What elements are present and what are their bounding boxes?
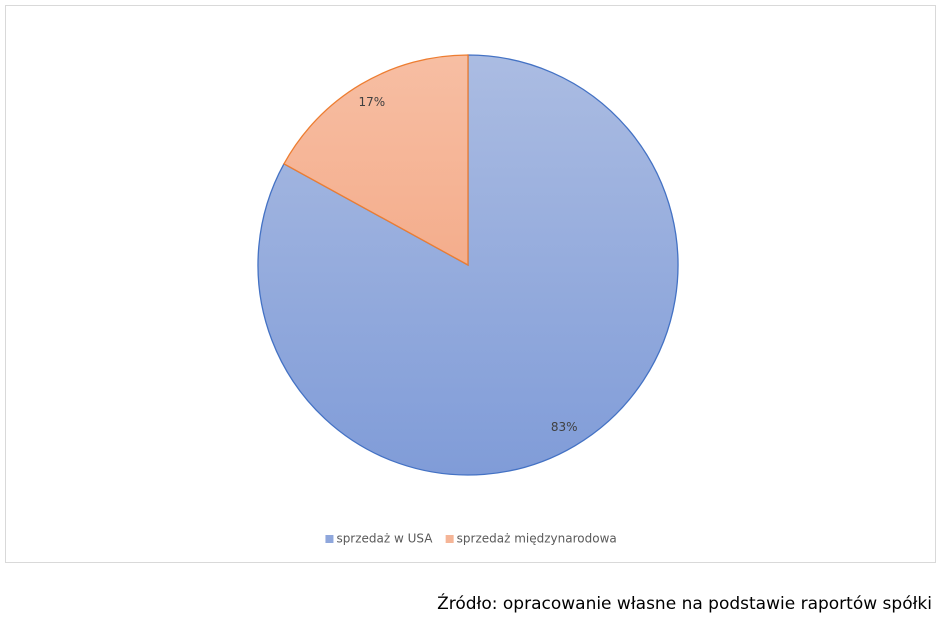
legend-label: sprzedaż w USA [336,532,433,546]
source-note: Źródło: opracowanie własne na podstawie … [437,592,932,614]
legend-swatch [445,535,454,543]
pie-slice [283,54,469,267]
legend-swatch [325,535,334,543]
legend-label: sprzedaż międzynarodowa [457,532,617,546]
data-label: 17% [358,95,385,109]
data-label: 83% [551,420,578,434]
